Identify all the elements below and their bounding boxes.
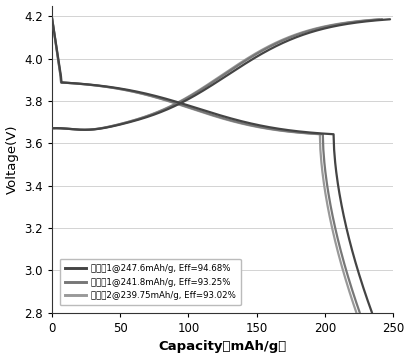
Legend: 实施例1@247.6mAh/g, Eff=94.68%, 对比例1@241.8mAh/g, Eff=93.25%, 对比例2@239.75mAh/g, Eff=: 实施例1@247.6mAh/g, Eff=94.68%, 对比例1@241.8m… (59, 259, 240, 306)
Y-axis label: Voltage(V): Voltage(V) (6, 125, 18, 194)
X-axis label: Capacity（mAh/g）: Capacity（mAh/g） (158, 340, 286, 354)
